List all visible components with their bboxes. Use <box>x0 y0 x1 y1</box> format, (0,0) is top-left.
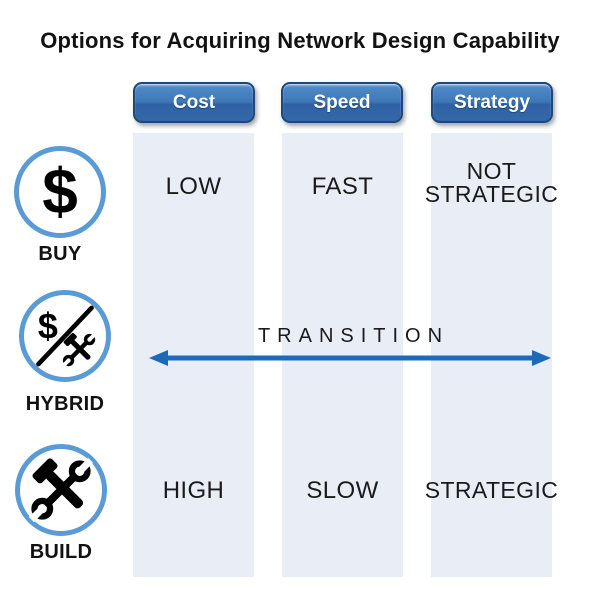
hybrid-icon-circle: $ <box>19 290 111 382</box>
column-header-speed: Speed <box>281 82 403 123</box>
row-label-build: BUILD <box>29 541 93 563</box>
row-label-hybrid: HYBRID <box>25 393 105 415</box>
slash-line <box>36 305 94 367</box>
dollar-icon: $ <box>42 155 78 227</box>
cell-build-strategy: STRATEGIC <box>424 477 559 503</box>
cell-buy-speed: FAST <box>311 173 374 200</box>
dollar-glyph: $ <box>38 306 58 346</box>
column-header-strategy: Strategy <box>431 82 553 123</box>
hammer-wrench-icon <box>28 457 94 523</box>
dollar-glyph: $ <box>42 155 78 227</box>
transition-label: TRANSITION <box>257 325 450 347</box>
cell-build-speed: SLOW <box>306 477 379 504</box>
build-icon-circle <box>15 444 107 536</box>
wrench-jaw-bottom <box>31 497 54 520</box>
hammer-glyph <box>32 458 84 509</box>
column-band-strategy <box>431 133 552 577</box>
row-label-buy: BUY <box>38 243 82 265</box>
column-band-cost <box>133 133 254 577</box>
cell-buy-cost: LOW <box>165 173 222 200</box>
wrench-jaw-top <box>68 460 91 483</box>
transition-arrow-icon <box>149 350 551 366</box>
buy-icon-circle: $ <box>14 146 106 238</box>
dollar-slash-tools-icon: $ <box>36 305 97 368</box>
cell-buy-strategy: NOT STRATEGIC <box>424 158 559 207</box>
cell-build-cost: HIGH <box>162 477 225 504</box>
small-tools-glyph <box>61 332 97 368</box>
diagram-title: Options for Acquiring Network Design Cap… <box>40 28 560 53</box>
column-band-speed <box>282 133 403 577</box>
column-header-cost: Cost <box>133 82 255 123</box>
